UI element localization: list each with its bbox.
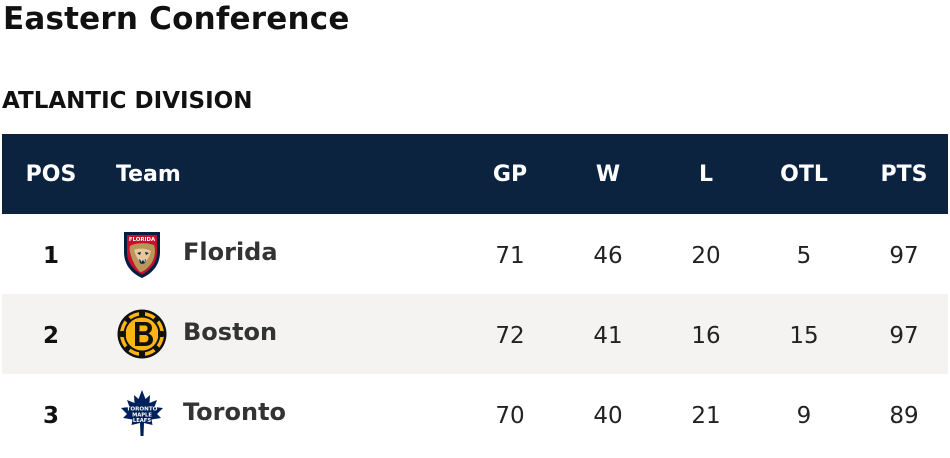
- table-row: 3 TORONTO MAPLE LEAFS Toronto 70 40 21 9…: [2, 374, 948, 454]
- toronto-maple-leafs-logo-icon[interactable]: TORONTO MAPLE LEAFS: [116, 388, 168, 440]
- table-row: 1 FLORIDA Florida 71 46 20 5 97: [2, 214, 948, 294]
- otl-cell: 9: [796, 403, 812, 429]
- losses-cell: 16: [691, 323, 721, 349]
- points-cell: 97: [889, 323, 919, 349]
- column-header-pts[interactable]: PTS: [880, 162, 928, 187]
- column-header-gp[interactable]: GP: [492, 162, 528, 187]
- otl-cell: 15: [789, 323, 819, 349]
- losses-cell: 20: [691, 243, 721, 269]
- points-cell: 89: [889, 403, 919, 429]
- otl-cell: 5: [796, 243, 812, 269]
- column-header-l[interactable]: L: [698, 162, 714, 187]
- wins-cell: 41: [593, 323, 623, 349]
- toronto-logo-wordmark-line2: MAPLE: [132, 413, 152, 419]
- wins-cell: 46: [593, 243, 623, 269]
- florida-panthers-logo-icon[interactable]: FLORIDA: [116, 228, 168, 280]
- column-header-otl[interactable]: OTL: [780, 162, 828, 187]
- column-header-pos[interactable]: POS: [25, 162, 77, 187]
- standings-table: POS Team GP W L OTL PTS 1 FLORIDA Fl: [2, 134, 948, 454]
- team-name-link[interactable]: Toronto: [183, 398, 287, 426]
- conference-title: Eastern Conference: [3, 1, 350, 37]
- column-header-w[interactable]: W: [595, 162, 621, 187]
- gp-cell: 70: [495, 403, 525, 429]
- florida-logo-wordmark: FLORIDA: [129, 237, 156, 243]
- wins-cell: 40: [593, 403, 623, 429]
- team-name-link[interactable]: Boston: [183, 318, 278, 346]
- column-header-team[interactable]: Team: [116, 162, 181, 187]
- position-cell: 1: [42, 243, 59, 269]
- team-name-link[interactable]: Florida: [183, 238, 278, 266]
- toronto-logo-wordmark-line1: TORONTO: [127, 407, 158, 413]
- table-row: 2 B: [2, 294, 948, 374]
- gp-cell: 72: [495, 323, 525, 349]
- boston-bruins-logo-icon[interactable]: [116, 308, 168, 360]
- position-cell: 3: [42, 403, 59, 429]
- division-title: ATLANTIC DIVISION: [2, 88, 253, 114]
- table-header-row: POS Team GP W L OTL PTS: [2, 134, 948, 214]
- losses-cell: 21: [691, 403, 721, 429]
- points-cell: 97: [889, 243, 919, 269]
- toronto-logo-wordmark-line3: LEAFS: [133, 418, 151, 424]
- gp-cell: 71: [495, 243, 525, 269]
- position-cell: 2: [42, 323, 59, 349]
